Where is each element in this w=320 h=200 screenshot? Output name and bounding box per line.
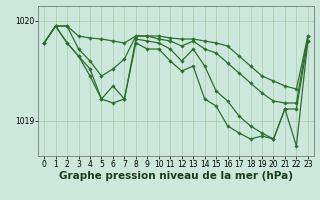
X-axis label: Graphe pression niveau de la mer (hPa): Graphe pression niveau de la mer (hPa) bbox=[59, 171, 293, 181]
